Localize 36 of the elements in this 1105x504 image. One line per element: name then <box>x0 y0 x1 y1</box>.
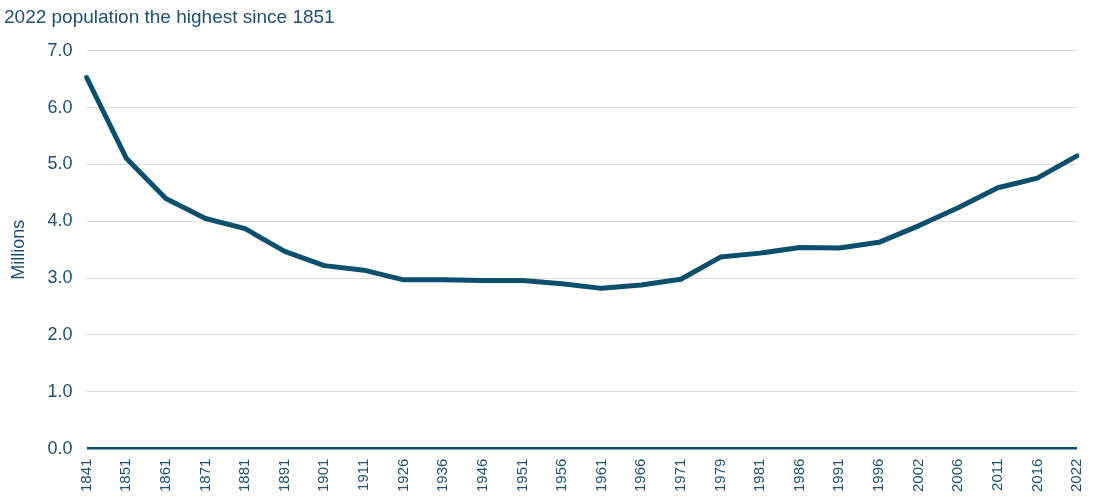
x-tick-label: 1871 <box>195 458 213 493</box>
x-tick-label: 1961 <box>591 458 609 493</box>
y-tick-label: 5.0 <box>47 153 73 174</box>
x-tick-label: 1891 <box>274 458 292 493</box>
x-tick-label: 2002 <box>908 458 926 493</box>
x-tick-label: 1986 <box>789 458 807 493</box>
x-tick-label: 1936 <box>433 458 451 493</box>
x-tick-label: 2006 <box>948 458 966 493</box>
x-tick-label: 1971 <box>670 458 688 493</box>
x-tick-label: 1911 <box>354 458 372 491</box>
x-tick-label: 1991 <box>829 458 847 493</box>
y-tick-label: 0.0 <box>47 437 73 458</box>
x-tick-label: 1951 <box>512 458 530 493</box>
x-tick-label: 1981 <box>750 458 768 493</box>
chart-title: 2022 population the highest since 1851 <box>4 5 335 27</box>
x-tick-label: 1851 <box>116 458 134 493</box>
x-tick-label: 1861 <box>155 458 173 493</box>
x-tick-label: 2011 <box>987 458 1005 491</box>
y-tick-label: 3.0 <box>47 267 73 288</box>
x-tick-label: 2022 <box>1067 458 1085 493</box>
x-tick-label: 1881 <box>235 458 253 493</box>
x-tick-label: 1956 <box>552 458 570 493</box>
x-tick-label: 2016 <box>1027 458 1045 493</box>
y-axis-title: Millions <box>7 219 28 280</box>
x-tick-label: 1901 <box>314 458 332 493</box>
x-tick-label: 1996 <box>869 458 887 493</box>
x-tick-label: 1841 <box>76 458 94 493</box>
y-tick-label: 7.0 <box>47 39 73 60</box>
x-tick-label: 1966 <box>631 458 649 493</box>
x-tick-label: 1979 <box>710 458 728 493</box>
x-tick-label: 1926 <box>393 458 411 493</box>
y-tick-label: 1.0 <box>47 380 73 401</box>
x-tick-label: 1946 <box>472 458 490 493</box>
y-tick-label: 4.0 <box>47 210 73 231</box>
y-tick-label: 6.0 <box>47 96 73 117</box>
y-tick-label: 2.0 <box>47 323 73 344</box>
